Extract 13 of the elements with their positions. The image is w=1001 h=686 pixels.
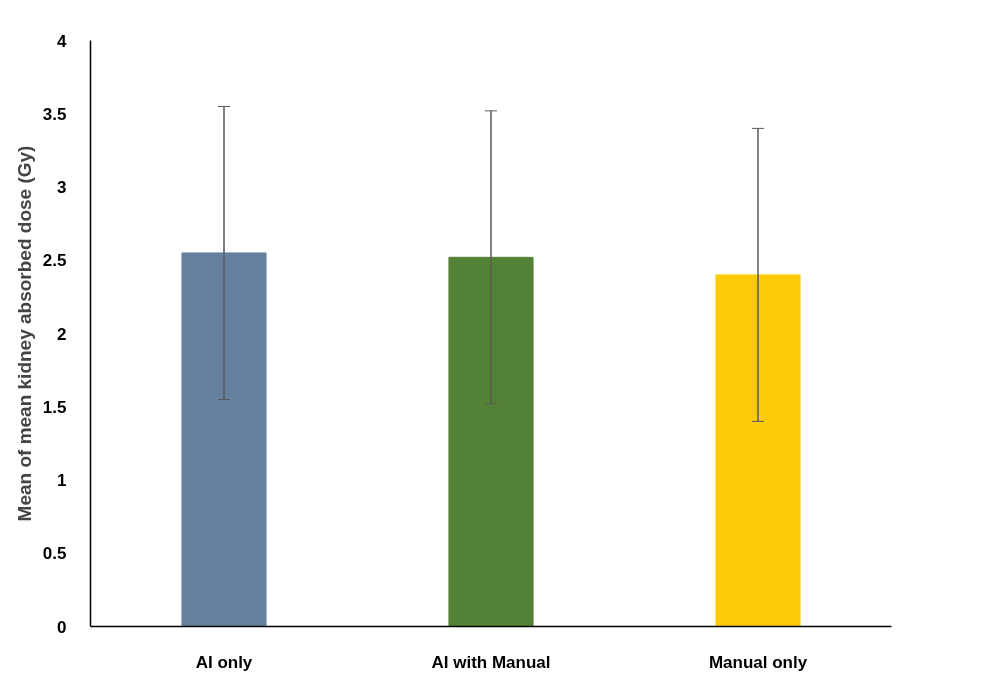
- y-tick-label: 0: [57, 617, 67, 637]
- y-tick-label: 2: [57, 324, 67, 344]
- y-axis-title: Mean of mean kidney absorbed dose (Gy): [13, 145, 35, 522]
- y-tick-label: 3: [57, 178, 67, 197]
- x-tick-label: AI with Manual: [431, 652, 551, 672]
- y-tick-label: 2.5: [42, 251, 67, 271]
- y-tick-label: 1: [57, 471, 67, 490]
- y-tick-label: 4: [57, 31, 68, 51]
- y-tick-label: 3.5: [42, 104, 67, 124]
- x-tick-label: Manual only: [708, 652, 808, 672]
- y-tick-label: 0.5: [42, 544, 67, 564]
- y-tick-label: 1.5: [42, 397, 67, 417]
- x-tick-label: AI only: [195, 652, 253, 672]
